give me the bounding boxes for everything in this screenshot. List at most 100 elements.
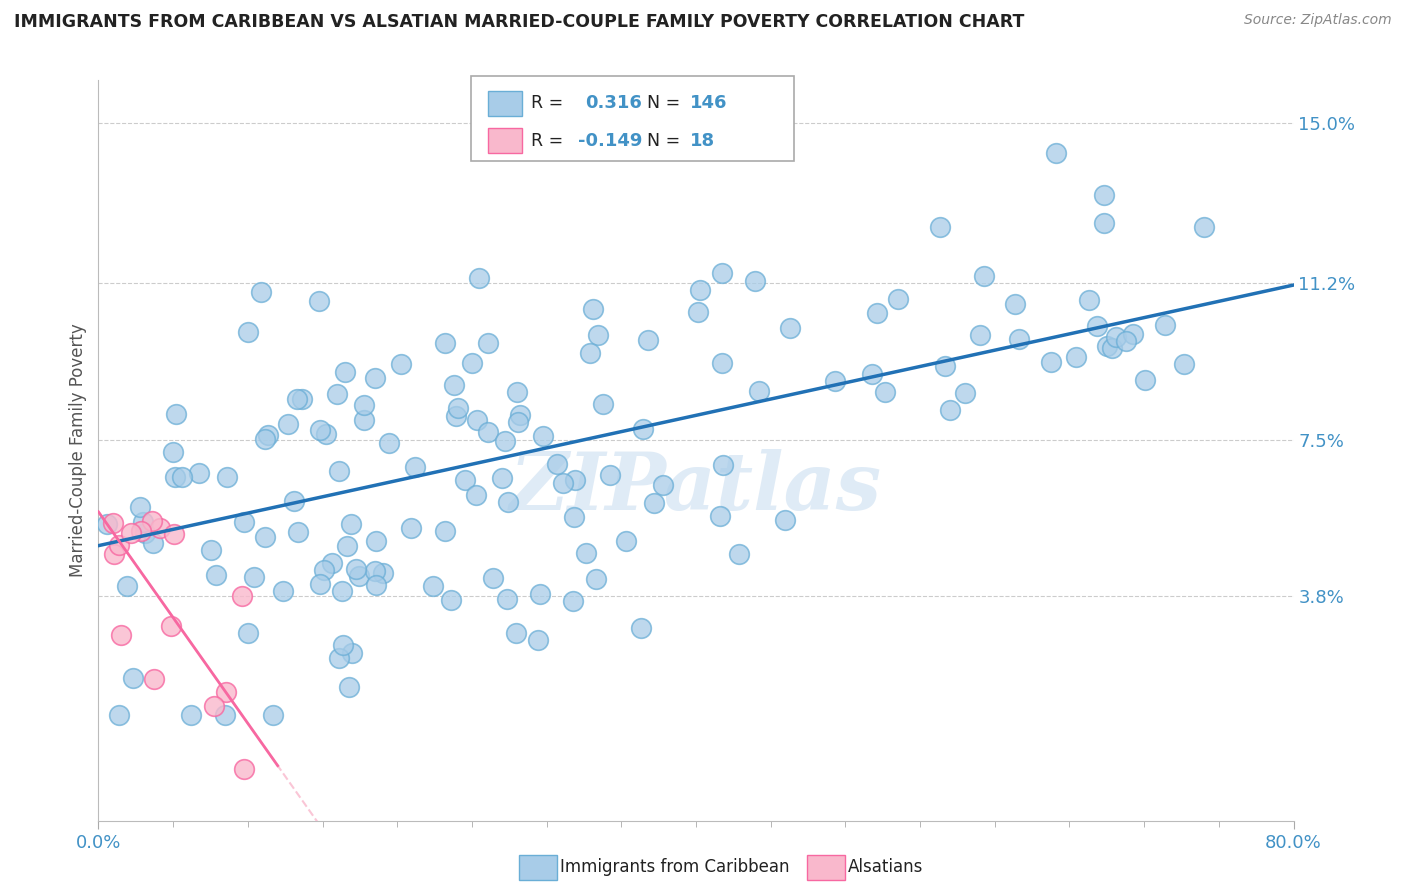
Text: R =: R = (531, 132, 569, 150)
Point (477, 425, 499, 439)
Point (728, 547, 751, 561)
Point (134, 526, 156, 541)
Point (353, 413, 375, 427)
Point (860, 368, 883, 382)
Point (546, 457, 568, 471)
Point (163, 526, 186, 541)
Point (709, 508, 731, 523)
Point (277, 417, 299, 431)
Point (122, 671, 145, 685)
Point (232, 762, 254, 776)
Point (377, 436, 399, 450)
Point (321, 556, 343, 570)
Text: N =: N = (647, 94, 686, 112)
Point (1192, 219, 1215, 234)
Point (934, 359, 956, 374)
Point (149, 521, 172, 535)
Point (1122, 326, 1144, 341)
Point (973, 269, 995, 284)
Point (143, 672, 166, 686)
Point (939, 402, 962, 417)
Point (447, 401, 470, 415)
Point (509, 409, 531, 423)
Text: 0.316: 0.316 (585, 94, 641, 112)
Point (953, 386, 976, 401)
Point (529, 587, 551, 601)
Point (588, 328, 610, 343)
Point (165, 407, 187, 421)
Point (631, 422, 654, 436)
Point (689, 284, 711, 298)
Point (773, 513, 796, 527)
Point (928, 220, 950, 235)
Text: R =: R = (531, 94, 569, 112)
Point (128, 500, 150, 514)
Point (553, 475, 575, 490)
Point (254, 432, 277, 446)
Point (315, 427, 337, 442)
Point (453, 473, 475, 487)
Point (1040, 355, 1063, 369)
Point (468, 271, 491, 285)
Point (243, 570, 266, 584)
Point (748, 384, 770, 399)
Text: 18: 18 (690, 132, 716, 150)
Point (711, 458, 734, 472)
Point (711, 266, 734, 280)
Point (585, 572, 607, 586)
Point (364, 564, 387, 578)
Point (108, 538, 131, 552)
Point (491, 471, 513, 485)
Point (866, 306, 889, 320)
Point (132, 515, 155, 529)
Point (200, 542, 222, 557)
Point (262, 707, 284, 722)
Point (1173, 357, 1195, 371)
Point (465, 412, 488, 426)
Point (1115, 334, 1137, 348)
Point (129, 524, 152, 539)
Text: IMMIGRANTS FROM CARIBBEAN VS ALSATIAN MARRIED-COUPLE FAMILY POVERTY CORRELATION : IMMIGRANTS FROM CARIBBEAN VS ALSATIAN MA… (14, 13, 1025, 31)
Point (103, 516, 125, 531)
Point (1133, 373, 1156, 387)
Point (464, 488, 486, 502)
Point (337, 680, 360, 694)
Point (187, 467, 209, 481)
Point (332, 583, 354, 598)
Point (404, 460, 426, 475)
Text: N =: N = (647, 132, 686, 150)
Point (1092, 187, 1115, 202)
Point (344, 561, 367, 575)
Point (347, 569, 370, 583)
Point (285, 392, 308, 406)
Text: Alsatians: Alsatians (848, 858, 924, 876)
Point (389, 357, 412, 371)
Point (505, 384, 527, 399)
Text: 146: 146 (690, 94, 728, 112)
Point (592, 397, 614, 411)
Point (1045, 145, 1067, 160)
Point (364, 534, 387, 549)
Y-axis label: Married-Couple Family Poverty: Married-Couple Family Poverty (69, 324, 87, 577)
Point (440, 593, 463, 607)
Point (564, 473, 586, 487)
Point (308, 423, 330, 437)
Point (328, 650, 350, 665)
Point (433, 335, 456, 350)
Text: ZIPatlas: ZIPatlas (510, 449, 882, 526)
Point (477, 336, 499, 351)
Point (283, 494, 305, 508)
Point (340, 646, 363, 660)
Point (887, 292, 910, 306)
Point (202, 698, 225, 713)
Point (163, 469, 186, 483)
Point (444, 409, 467, 423)
Point (1004, 297, 1026, 311)
Point (1153, 318, 1175, 332)
Point (434, 524, 457, 538)
Point (744, 274, 766, 288)
Point (96, 516, 118, 531)
Point (637, 333, 659, 347)
Point (710, 356, 733, 370)
Point (643, 496, 665, 510)
